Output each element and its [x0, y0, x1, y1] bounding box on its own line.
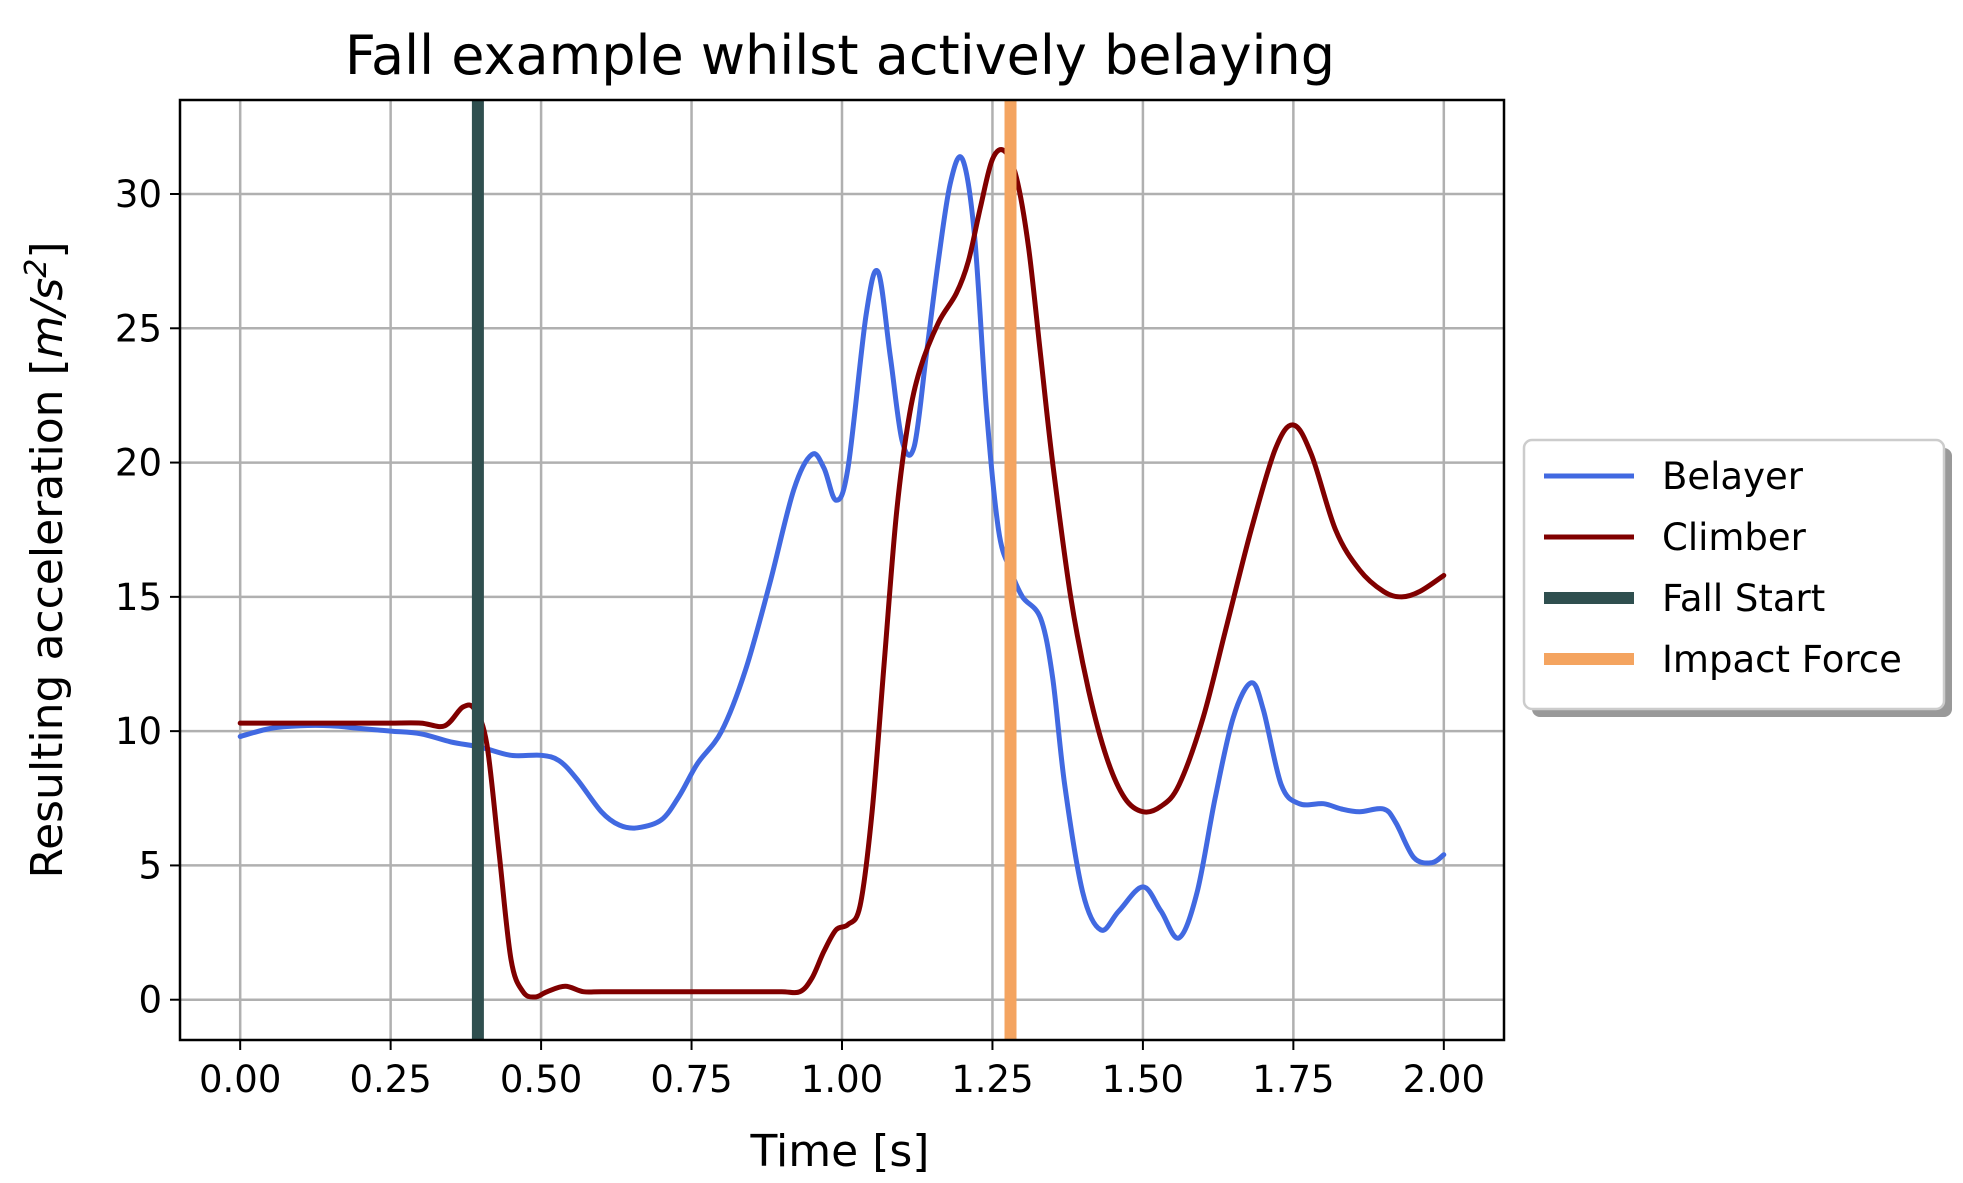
y-axis-label: Resulting acceleration [m/s2]	[19, 241, 73, 878]
x-axis-ticks: 0.00 0.25 0.50 0.75 1.00 1.25 1.50 1.75 2.00	[199, 1040, 1485, 1101]
y-axis-ticks: 0 5 10 15 20 25 30	[115, 173, 180, 1022]
y-tick-label: 5	[138, 844, 162, 887]
x-tick-label: 0.75	[650, 1058, 732, 1101]
x-tick-label: 2.00	[1403, 1058, 1485, 1101]
y-axis-label-suffix: ]	[22, 241, 73, 258]
legend-label-climber: Climber	[1662, 516, 1807, 559]
x-axis-label: Time [s]	[750, 1126, 930, 1177]
legend: Belayer Climber Fall Start Impact Force	[1522, 438, 1952, 717]
x-tick-label: 0.50	[500, 1058, 582, 1101]
y-tick-label: 20	[115, 442, 162, 485]
y-tick-label: 10	[115, 710, 162, 753]
x-tick-label: 1.75	[1252, 1058, 1334, 1101]
y-tick-label: 25	[115, 307, 162, 350]
y-axis-label-unit-exp: 2	[19, 259, 54, 278]
x-tick-label: 0.00	[199, 1058, 281, 1101]
legend-label-fall-start: Fall Start	[1662, 577, 1825, 620]
series-line-climber	[237, 147, 1447, 1000]
legend-label-impact-force: Impact Force	[1662, 638, 1902, 681]
legend-label-belayer: Belayer	[1662, 455, 1804, 498]
legend-box	[1522, 438, 1946, 711]
chart-title: Fall example whilst actively belaying	[345, 24, 1335, 87]
x-tick-label: 0.25	[349, 1058, 431, 1101]
y-tick-label: 15	[115, 576, 162, 619]
y-axis-label-unit-s: /s	[22, 278, 73, 320]
y-axis-label-unit-m: m	[22, 315, 73, 358]
grid	[180, 100, 1504, 1040]
series-line-belayer	[237, 154, 1447, 941]
y-tick-label: 0	[138, 979, 162, 1022]
plot-area	[237, 100, 1447, 1040]
y-tick-label: 30	[115, 173, 162, 216]
x-tick-label: 1.50	[1102, 1058, 1184, 1101]
x-tick-label: 1.00	[801, 1058, 883, 1101]
x-tick-label: 1.25	[951, 1058, 1033, 1101]
y-axis-label-prefix: Resulting acceleration [	[22, 358, 73, 878]
